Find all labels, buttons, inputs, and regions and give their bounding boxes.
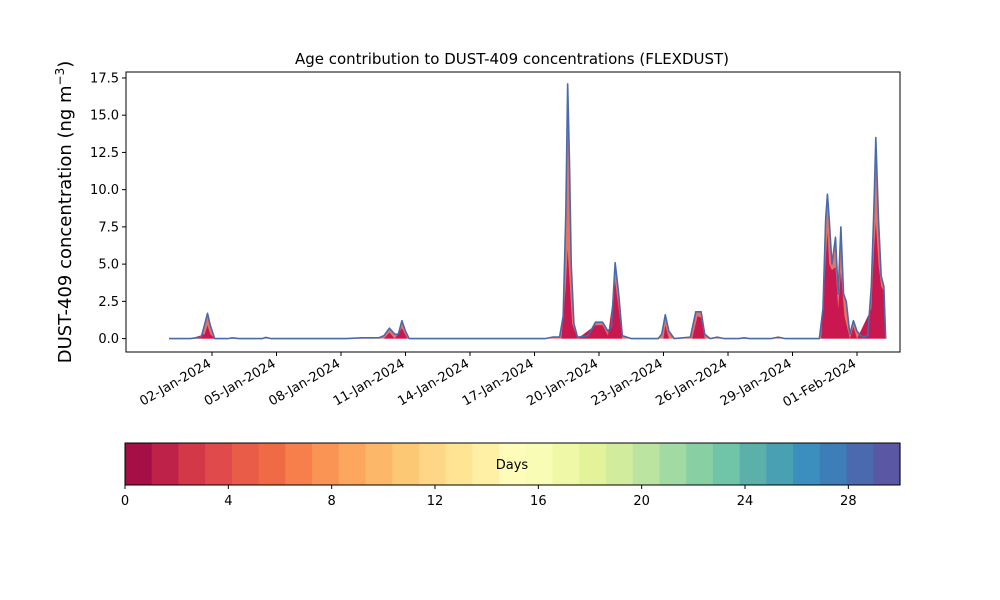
y-tick-label: 7.5 <box>98 220 119 235</box>
series-total-area <box>169 83 886 339</box>
colorbar-tick-label: 20 <box>633 494 650 509</box>
colorbar-swatch <box>205 443 233 485</box>
y-tick-label: 2.5 <box>98 295 119 310</box>
x-tick-label: 11-Jan-2024 <box>331 356 408 409</box>
colorbar-swatch <box>258 443 286 485</box>
colorbar-swatch <box>499 443 527 485</box>
x-tick-label: 02-Jan-2024 <box>137 356 214 409</box>
series-total-line <box>169 83 887 340</box>
x-tick-label: 26-Jan-2024 <box>653 356 730 409</box>
plot-series-group <box>169 83 887 340</box>
colorbar-swatch <box>525 443 554 485</box>
series-young-area <box>190 222 886 339</box>
x-tick-label: 23-Jan-2024 <box>589 356 666 409</box>
colorbar-swatch <box>739 443 767 485</box>
colorbar-label: Days <box>496 458 529 473</box>
y-tick-label: 15.0 <box>90 109 119 124</box>
y-tick-label: 10.0 <box>90 183 119 198</box>
x-tick-label: 17-Jan-2024 <box>460 356 537 409</box>
colorbar-swatch <box>392 443 420 485</box>
x-tick-label: 01-Feb-2024 <box>780 356 859 410</box>
colorbar-swatch <box>873 443 901 485</box>
colorbar-swatch <box>365 443 393 485</box>
y-tick-label: 12.5 <box>90 146 119 161</box>
colorbar-swatch <box>285 443 313 485</box>
colorbar-swatch <box>766 443 794 485</box>
colorbar-tick-label: 0 <box>121 494 129 509</box>
colorbar-swatch <box>579 443 607 485</box>
colorbar-swatch <box>712 443 741 485</box>
colorbar-swatch <box>338 443 367 485</box>
x-tick-label: 08-Jan-2024 <box>266 356 343 409</box>
colorbar-swatch <box>552 443 580 485</box>
x-tick-label: 14-Jan-2024 <box>395 356 472 409</box>
colorbar-swatch <box>606 443 634 485</box>
colorbar <box>125 443 901 485</box>
colorbar-tick-label: 12 <box>427 494 444 509</box>
y-tick-label: 17.5 <box>90 71 119 86</box>
colorbar-tick-label: 4 <box>224 494 232 509</box>
y-axis: 0.0 2.5 5.0 7.5 10.0 12.5 15.0 17.5 <box>90 71 126 347</box>
colorbar-swatch <box>686 443 714 485</box>
x-tick-label: 05-Jan-2024 <box>202 356 279 409</box>
colorbar-swatch <box>659 443 687 485</box>
x-axis: 02-Jan-202405-Jan-202408-Jan-202411-Jan-… <box>137 352 859 410</box>
y-tick-label: 0.0 <box>98 332 119 347</box>
chart-title: Age contribution to DUST-409 concentrati… <box>295 50 729 68</box>
plot-frame <box>125 71 901 353</box>
colorbar-swatch <box>819 443 848 485</box>
colorbar-swatch <box>472 443 500 485</box>
colorbar-swatch <box>312 443 340 485</box>
colorbar-tick-label: 24 <box>737 494 754 509</box>
colorbar-swatch <box>151 443 180 485</box>
colorbar-swatch <box>793 443 821 485</box>
colorbar-swatch <box>445 443 474 485</box>
colorbar-swatch <box>125 443 153 485</box>
colorbar-swatch <box>231 443 260 485</box>
colorbar-axis: 0 4 8 12 16 20 24 28 <box>121 485 857 509</box>
colorbar-tick-label: 8 <box>328 494 336 509</box>
colorbar-frame <box>124 442 901 486</box>
colorbar-tick-label: 16 <box>530 494 547 509</box>
colorbar-swatch <box>418 443 447 485</box>
y-tick-label: 5.0 <box>98 258 119 273</box>
colorbar-swatch <box>632 443 661 485</box>
x-tick-label: 20-Jan-2024 <box>524 356 601 409</box>
colorbar-tick-label: 28 <box>840 494 857 509</box>
colorbar-swatch <box>846 443 874 485</box>
y-axis-label: DUST-409 concentration (ng m−3) <box>53 61 76 364</box>
colorbar-swatch <box>178 443 206 485</box>
